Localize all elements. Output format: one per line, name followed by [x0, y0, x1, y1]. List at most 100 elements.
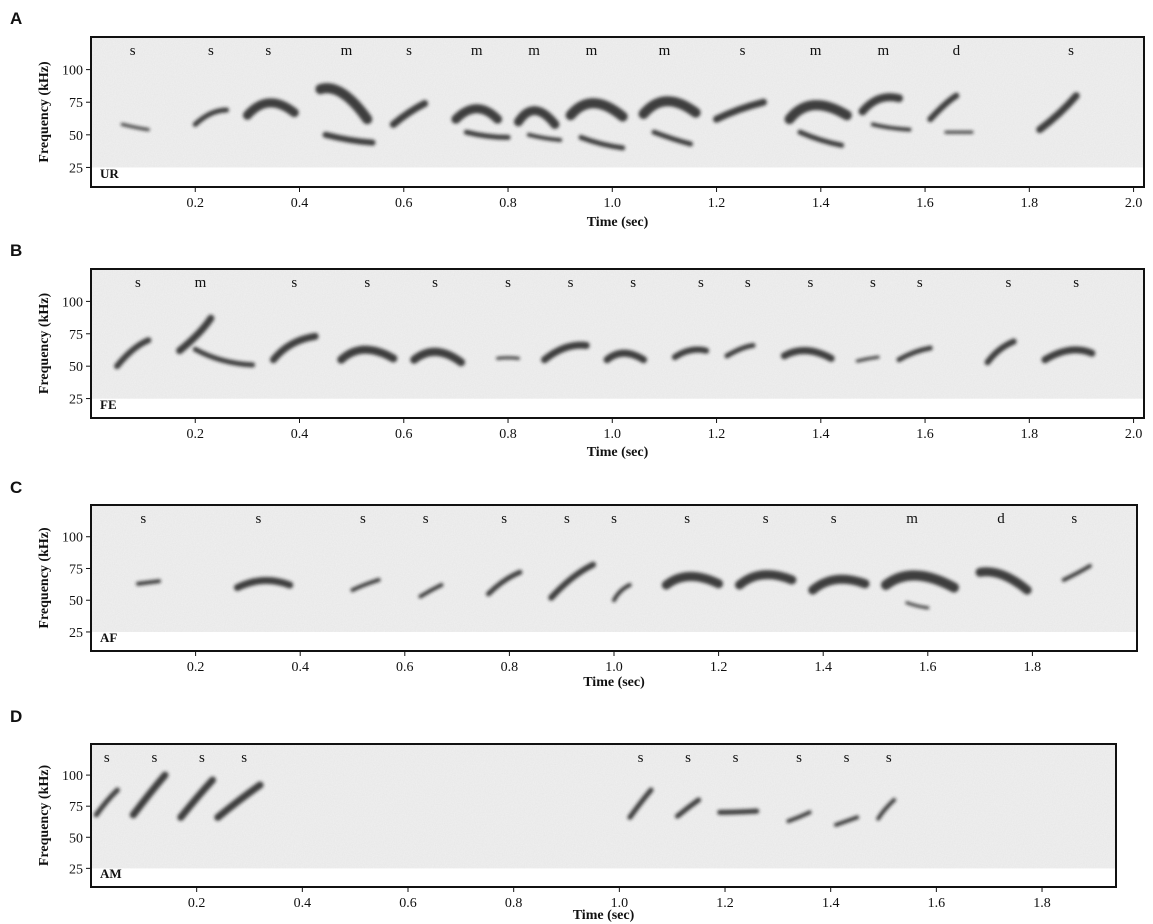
syllable-label: s [151, 750, 157, 766]
syllable-label: s [807, 275, 813, 291]
panel-b: B 25 50 75 100 0.2 0.4 0.6 0.8 1.0 1.2 1.4 1.6 1.8 2.0… [10, 241, 1145, 460]
syllable-label: s [199, 750, 205, 766]
plot-frame [90, 36, 1145, 188]
call-contour [735, 570, 797, 590]
x-tick-label: 1.2 [716, 896, 734, 911]
syllable-label: s [265, 43, 271, 59]
call-contour [780, 347, 835, 362]
call-contour [565, 98, 628, 122]
x-tick-label: 0.2 [187, 196, 205, 211]
y-tick-label: 25 [69, 862, 83, 877]
syllable-label: m [659, 43, 671, 59]
panel-letter: C [10, 478, 22, 497]
call-contour [896, 345, 933, 363]
x-tick-label: 0.4 [291, 196, 309, 211]
syllable-label: s [870, 275, 876, 291]
syllable-label: s [1068, 43, 1074, 59]
x-tick-label: 1.6 [928, 896, 946, 911]
individual-id-label: AF [100, 630, 117, 645]
call-contour [808, 574, 870, 595]
call-contour [389, 100, 429, 128]
call-contour [214, 781, 264, 821]
y-tick-label: 25 [69, 626, 83, 641]
syllable-label: s [406, 43, 412, 59]
call-contour [315, 83, 373, 125]
x-tick-label: 0.6 [399, 896, 417, 911]
syllable-label: s [208, 43, 214, 59]
x-tick-label: 0.2 [188, 896, 206, 911]
syllable-label: m [195, 275, 207, 291]
y-tick-label: 100 [62, 64, 83, 79]
call-contour [410, 347, 466, 367]
panel-a: A 25 50 75 100 0.2 0.4 0.6 0.8 1.0 1.2 1.4 1.6 1.8 2.0… [10, 9, 1145, 230]
syllable-label: s [745, 275, 751, 291]
x-tick-label: 1.8 [1021, 196, 1039, 211]
call-contour [876, 797, 897, 821]
call-contour [713, 98, 767, 123]
syllable-label: m [586, 43, 598, 59]
y-tick-label: 75 [69, 800, 83, 815]
call-contour [784, 100, 852, 125]
x-tick-label: 1.6 [916, 196, 934, 211]
x-tick-label: 1.4 [814, 660, 832, 675]
call-contour [177, 776, 217, 821]
call-contour [674, 797, 702, 819]
y-tick-label: 50 [69, 594, 83, 609]
x-tick-label: 0.4 [291, 660, 309, 675]
syllable-label: m [810, 43, 822, 59]
call-contour [526, 132, 563, 143]
syllable-label: s [130, 43, 136, 59]
call-contour [233, 577, 294, 592]
y-tick-label: 75 [69, 562, 83, 577]
x-tick-label: 0.8 [499, 196, 517, 211]
syllable-label: s [630, 275, 636, 291]
x-tick-label: 0.2 [187, 660, 205, 675]
x-axis-label: Time (sec) [583, 675, 645, 690]
syllable-label: s [611, 511, 617, 527]
y-tick-label: 100 [62, 769, 83, 784]
call-contour [651, 129, 693, 147]
call-contours [93, 771, 897, 827]
call-contour [541, 341, 590, 364]
call-contour [548, 561, 597, 601]
call-contour [855, 355, 880, 363]
call-contour [638, 96, 701, 119]
syllable-label: s [1006, 275, 1012, 291]
call-contour [242, 98, 299, 120]
panel-letter: B [10, 241, 22, 260]
y-tick-label: 50 [69, 129, 83, 144]
syllable-label: s [505, 275, 511, 291]
x-tick-label: 2.0 [1125, 196, 1143, 211]
syllable-label: s [740, 43, 746, 59]
call-contour [927, 92, 960, 123]
syllable-label: m [471, 43, 483, 59]
x-tick-label: 1.2 [708, 427, 726, 442]
y-axis-label: Frequency (kHz) [37, 527, 52, 629]
syllable-label: s [763, 511, 769, 527]
syllable-label: s [1073, 275, 1079, 291]
call-contour [1036, 92, 1080, 134]
call-contour [786, 810, 812, 824]
syllable-label: s [733, 750, 739, 766]
x-tick-label: 1.0 [604, 427, 622, 442]
x-tick-label: 1.2 [708, 196, 726, 211]
x-tick-label: 1.4 [822, 896, 840, 911]
y-tick-label: 25 [69, 393, 83, 408]
syllable-label: s [796, 750, 802, 766]
call-contour [975, 567, 1032, 595]
x-tick-label: 1.2 [710, 660, 728, 675]
panel-d: D 25 50 75 100 0.2 0.4 0.6 0.8 1.0 1.2 1.4 1.6 1.8 Fre… [10, 707, 1117, 923]
call-contour [880, 570, 959, 593]
x-tick-label: 0.6 [395, 427, 413, 442]
call-contour [627, 787, 654, 820]
panel-letter: A [10, 9, 22, 28]
syllable-label: s [844, 750, 850, 766]
syllable-label: s [684, 511, 690, 527]
y-axis-label: Frequency (kHz) [37, 61, 52, 163]
call-contour [496, 356, 520, 360]
x-tick-label: 0.6 [395, 196, 413, 211]
call-contour [717, 808, 760, 815]
call-contours [120, 83, 1080, 151]
x-tick-label: 1.0 [605, 660, 623, 675]
